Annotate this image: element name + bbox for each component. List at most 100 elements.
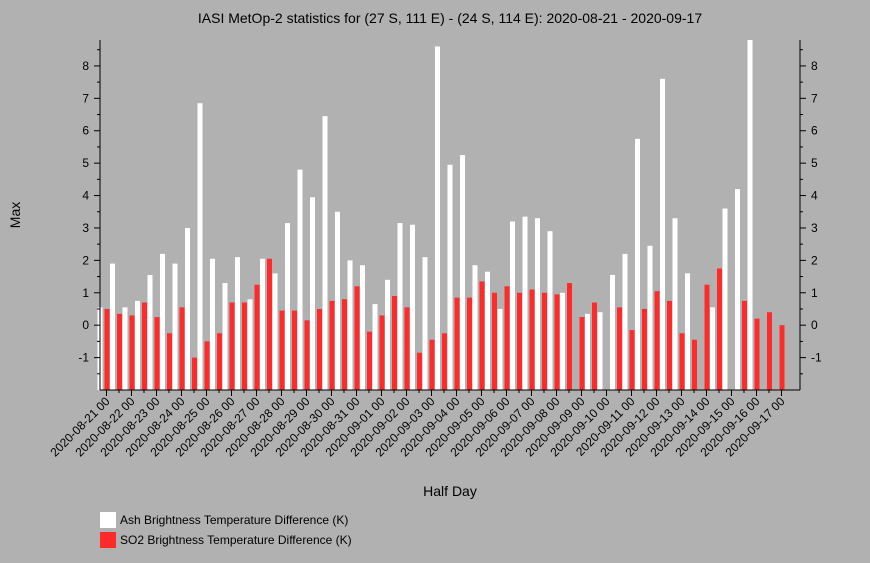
- y-tick-label: 1: [82, 286, 89, 300]
- y-tick-label: 8: [82, 59, 89, 73]
- so2-bar: [192, 357, 197, 390]
- ash-bar: [722, 208, 728, 390]
- so2-bar: [504, 286, 510, 390]
- legend-label-ash: Ash Brightness Temperature Difference (K…: [120, 513, 348, 527]
- so2-bar: [517, 292, 522, 390]
- ash-bar: [310, 197, 315, 390]
- so2-bar: [629, 330, 635, 390]
- so2-bar: [292, 310, 297, 390]
- y-tick-label: 2: [82, 253, 89, 267]
- ash-bar: [260, 258, 265, 390]
- so2-bar: [704, 284, 710, 390]
- so2-bar: [654, 291, 660, 390]
- so2-bar: [204, 341, 210, 390]
- legend-label-so2: SO2 Brightness Temperature Difference (K…: [120, 533, 352, 547]
- ash-bar: [497, 308, 503, 390]
- ash-bar: [472, 265, 478, 390]
- so2-bar: [554, 294, 560, 390]
- so2-bar: [279, 310, 285, 390]
- y-tick-label-right: 3: [811, 221, 818, 235]
- so2-bar: [542, 292, 547, 390]
- so2-bar: [267, 258, 272, 390]
- so2-bar: [429, 339, 435, 390]
- so2-bar: [679, 333, 685, 390]
- ash-bar: [672, 218, 678, 390]
- ash-bar: [735, 189, 740, 390]
- ash-bar: [635, 138, 640, 390]
- ash-bar: [122, 307, 128, 390]
- y-tick-label: 3: [82, 221, 89, 235]
- ash-bar: [547, 231, 553, 390]
- so2-bar: [742, 300, 747, 390]
- so2-bar: [167, 333, 172, 390]
- y-tick-label: 5: [82, 156, 89, 170]
- ash-bar: [397, 223, 403, 390]
- ash-bar: [222, 283, 228, 390]
- ash-bar: [385, 279, 390, 390]
- y-tick-label: 4: [82, 189, 89, 203]
- ash-bar: [747, 40, 753, 390]
- so2-bar: [367, 331, 372, 390]
- so2-bar: [242, 302, 247, 390]
- ash-bar: [410, 224, 415, 390]
- so2-bar: [317, 308, 322, 390]
- y-tick-label-right: 5: [811, 156, 818, 170]
- ash-bar: [647, 245, 653, 390]
- legend-swatch-ash: [100, 512, 116, 528]
- ash-bar: [447, 164, 453, 390]
- so2-bar: [442, 333, 447, 390]
- ash-bar: [622, 253, 628, 390]
- legend-swatch-so2: [100, 532, 116, 548]
- ash-bar: [197, 103, 203, 390]
- ash-bar: [422, 257, 428, 390]
- y-tick-label: 6: [82, 124, 89, 138]
- ash-bar: [172, 263, 178, 390]
- ash-bar: [235, 257, 240, 390]
- so2-bar: [304, 320, 310, 390]
- so2-bar: [717, 268, 722, 390]
- y-tick-label-right: 8: [811, 59, 818, 73]
- so2-bar: [104, 308, 110, 390]
- so2-bar: [254, 284, 260, 390]
- ash-bar: [535, 218, 540, 390]
- so2-bar: [354, 286, 360, 390]
- ash-bar: [272, 273, 278, 390]
- y-tick-label-right: 1: [811, 286, 818, 300]
- y-tick-label-right: 7: [811, 91, 818, 105]
- so2-bar: [154, 317, 160, 390]
- so2-bar: [529, 289, 535, 390]
- y-tick-label: 7: [82, 91, 89, 105]
- ash-bar: [210, 258, 215, 390]
- ash-bar: [660, 78, 665, 390]
- ash-bar: [110, 263, 115, 390]
- ash-bar: [485, 271, 490, 390]
- so2-bar: [329, 300, 335, 390]
- so2-bar: [229, 302, 235, 390]
- so2-bar: [492, 292, 497, 390]
- so2-bar: [217, 333, 222, 390]
- so2-bar: [129, 315, 135, 390]
- y-tick-label-right: 4: [811, 189, 818, 203]
- so2-bar: [454, 297, 460, 390]
- so2-bar: [617, 307, 622, 390]
- ash-bar: [135, 300, 140, 390]
- ash-bar: [460, 155, 465, 390]
- ash-bar: [685, 273, 690, 390]
- so2-bar: [692, 339, 697, 390]
- so2-bar: [417, 352, 422, 390]
- so2-bar: [404, 307, 410, 390]
- ash-bar: [347, 260, 353, 390]
- ash-bar: [247, 299, 253, 390]
- so2-bar: [667, 300, 672, 390]
- chart-title: IASI MetOp-2 statistics for (27 S, 111 E…: [198, 10, 702, 26]
- so2-bar: [379, 315, 385, 390]
- so2-bar: [179, 307, 185, 390]
- ash-bar: [610, 274, 615, 390]
- ash-bar: [285, 223, 290, 390]
- ash-bar: [335, 211, 340, 390]
- so2-bar: [142, 302, 147, 390]
- y-tick-label-right: 2: [811, 253, 818, 267]
- so2-bar: [567, 283, 572, 390]
- so2-bar: [117, 313, 122, 390]
- x-axis-label: Half Day: [423, 483, 477, 499]
